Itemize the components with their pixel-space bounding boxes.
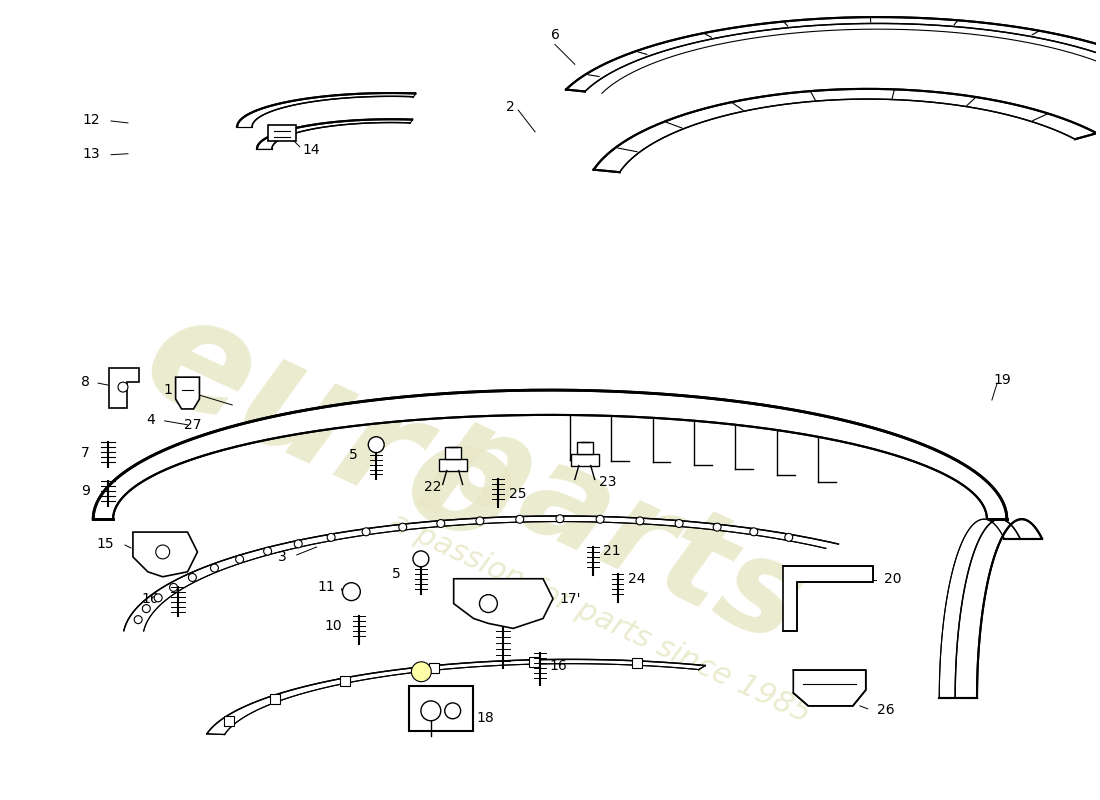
Text: 5: 5 [392,566,400,581]
Polygon shape [238,93,415,127]
Text: 9: 9 [80,484,90,498]
Polygon shape [133,532,198,577]
Text: 10: 10 [324,619,342,634]
Text: 12: 12 [82,113,100,127]
Circle shape [675,519,683,527]
Text: 3: 3 [277,550,286,564]
Circle shape [476,517,484,525]
Text: 8: 8 [80,375,90,389]
Polygon shape [783,566,872,631]
FancyBboxPatch shape [439,458,466,470]
Polygon shape [566,17,1100,91]
Text: 15: 15 [97,537,114,551]
Text: euro: euro [122,279,541,580]
Circle shape [235,555,243,563]
Polygon shape [94,390,1007,519]
Text: 23: 23 [598,475,616,490]
Circle shape [437,519,444,527]
Text: 22: 22 [425,480,441,494]
Text: 25: 25 [509,487,527,502]
Text: 18: 18 [476,710,494,725]
FancyBboxPatch shape [632,658,642,668]
Circle shape [750,528,758,536]
Text: 26: 26 [877,703,894,717]
Text: 4: 4 [146,413,155,427]
Text: 19: 19 [993,373,1011,387]
Text: 27: 27 [184,418,201,432]
Polygon shape [124,516,838,631]
Text: 20: 20 [884,572,901,586]
Text: 21: 21 [603,544,620,558]
Text: 11: 11 [318,580,336,594]
Text: 16: 16 [142,592,160,606]
Circle shape [713,523,722,531]
Circle shape [327,534,336,542]
Text: 5: 5 [349,448,358,462]
Polygon shape [453,578,553,629]
Text: 24: 24 [628,572,645,586]
Polygon shape [257,119,412,149]
Text: 7: 7 [81,446,89,460]
Polygon shape [207,659,705,734]
Circle shape [636,517,644,525]
Polygon shape [176,377,199,409]
Polygon shape [109,368,139,408]
Circle shape [399,523,407,531]
Circle shape [134,616,142,624]
Circle shape [169,583,177,591]
Text: 13: 13 [82,146,100,161]
FancyBboxPatch shape [270,694,279,704]
Circle shape [368,437,384,453]
Text: 16: 16 [549,659,566,673]
Polygon shape [939,519,1042,698]
Circle shape [342,582,361,601]
FancyBboxPatch shape [576,442,593,454]
FancyBboxPatch shape [529,657,539,667]
Circle shape [294,540,302,548]
Circle shape [421,701,441,721]
Circle shape [188,574,197,582]
Circle shape [444,703,461,718]
Text: 2: 2 [506,100,515,114]
Circle shape [596,515,604,523]
Polygon shape [793,670,866,706]
Text: 17': 17' [559,592,581,606]
Text: parts: parts [416,389,823,669]
Circle shape [142,605,151,613]
Circle shape [210,564,219,572]
Text: 14: 14 [302,142,320,157]
Circle shape [156,545,169,559]
Circle shape [118,382,128,392]
Circle shape [412,551,429,567]
FancyBboxPatch shape [409,686,473,730]
Circle shape [784,534,793,542]
Circle shape [264,547,272,555]
Text: a passion for parts since 1985: a passion for parts since 1985 [385,508,815,729]
FancyBboxPatch shape [340,676,350,686]
Circle shape [411,662,431,682]
Text: 1: 1 [163,383,172,397]
FancyBboxPatch shape [224,716,234,726]
FancyBboxPatch shape [444,446,461,458]
FancyBboxPatch shape [429,663,439,673]
Text: 6: 6 [550,27,560,42]
Circle shape [154,594,162,602]
FancyBboxPatch shape [268,125,296,141]
Circle shape [516,515,524,523]
Circle shape [556,514,564,522]
Circle shape [362,528,370,536]
Circle shape [480,594,497,613]
Polygon shape [594,89,1097,172]
FancyBboxPatch shape [571,454,598,466]
